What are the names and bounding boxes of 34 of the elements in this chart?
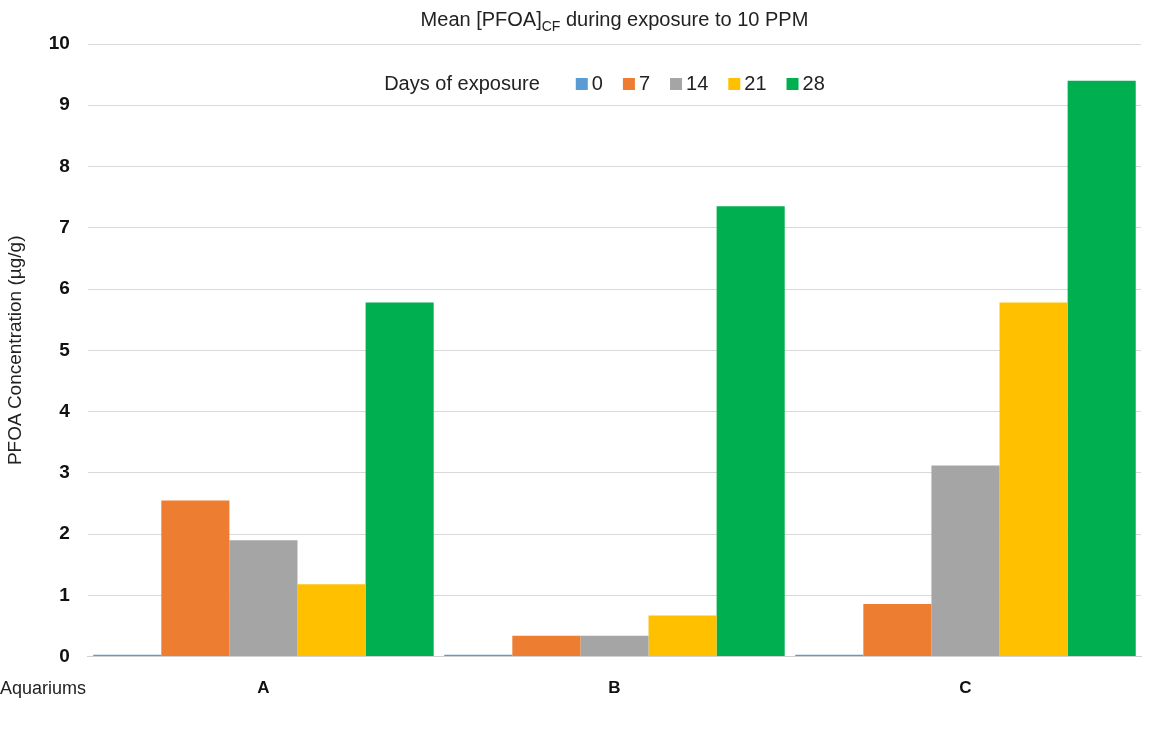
y-tick-label: 0: [59, 644, 70, 666]
bar: [999, 302, 1068, 657]
bar: [161, 500, 230, 657]
bar: [931, 465, 1000, 657]
x-tick-label: B: [608, 678, 621, 698]
y-tick-label: 2: [59, 522, 70, 544]
bar: [365, 302, 434, 657]
y-tick-label: 7: [59, 216, 70, 238]
x-tick-label: C: [959, 678, 972, 698]
x-axis-title: Aquariums: [0, 677, 87, 698]
bar: [648, 615, 717, 657]
legend-label: 7: [638, 71, 651, 94]
y-tick-label: 4: [59, 399, 71, 421]
bar: [716, 206, 785, 657]
legend-label: 28: [802, 71, 825, 94]
y-tick-label: 3: [59, 461, 70, 483]
x-tick-label: A: [257, 678, 270, 698]
legend-title: Days of exposure: [384, 71, 540, 94]
y-tick-label: 1: [59, 583, 71, 605]
bar: [863, 603, 932, 657]
legend-label: 21: [744, 71, 767, 94]
bar: [512, 635, 581, 657]
bar: [1067, 80, 1136, 657]
y-tick-label: 8: [59, 154, 70, 176]
legend-label: 14: [686, 71, 709, 94]
bar: [229, 540, 298, 657]
y-axis-title: PFOA Concentration (µg/g): [3, 235, 25, 466]
legend-label: 0: [591, 71, 603, 94]
y-tick-label: 10: [48, 32, 70, 54]
y-tick-label: 6: [59, 277, 70, 299]
bar: [580, 635, 649, 657]
y-tick-label: 5: [59, 338, 71, 360]
bar: [297, 584, 366, 657]
y-tick-label: 9: [59, 93, 70, 115]
